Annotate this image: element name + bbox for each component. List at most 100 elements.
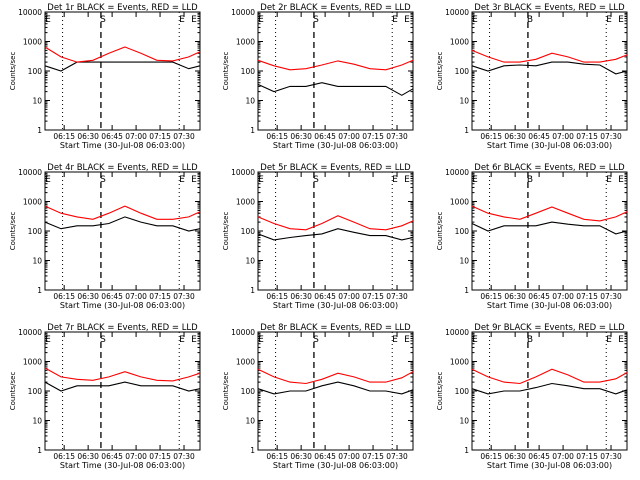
marker-label: S [100, 335, 106, 345]
x-tick-label: 07:15 [149, 132, 171, 141]
y-tick-label: 1000 [23, 358, 42, 367]
y-tick-label: 100 [455, 227, 470, 236]
plot-frame [471, 171, 628, 291]
y-tick-label: 10 [32, 257, 42, 266]
events-series-line [257, 228, 414, 241]
x-tick-label: 07:15 [362, 132, 384, 141]
marker-label: E [191, 335, 197, 345]
marker-label: E [45, 335, 51, 345]
marker-label: E [606, 335, 612, 345]
y-tick-label: 1000 [23, 198, 42, 207]
lld-series-line [44, 367, 201, 382]
x-tick-label: 07:30 [386, 292, 408, 301]
marker-label: E [258, 335, 264, 345]
x-tick-label: 07:30 [173, 452, 195, 461]
marker-label: B [527, 15, 533, 25]
y-tick-label: 1000 [450, 358, 469, 367]
x-tick-label: 06:30 [504, 452, 526, 461]
marker-label: E [618, 175, 624, 185]
y-tick-label: 1000 [23, 38, 42, 47]
marker-label: E [404, 335, 410, 345]
x-tick-label: 07:00 [552, 292, 574, 301]
chart-title: Det 4r BLACK = Events, RED = LLD [47, 163, 198, 173]
chart-panel: Det 2r BLACK = Events, RED = LLD 1 10 100 10… [222, 3, 414, 150]
x-tick-label: 06:45 [314, 292, 336, 301]
x-tick-label: 07:30 [600, 452, 622, 461]
x-tick-label: 07:30 [600, 132, 622, 141]
x-tick-label: 06:15 [266, 452, 288, 461]
y-tick-label: 1 [37, 126, 42, 135]
y-tick-label: 10000 [18, 168, 42, 177]
y-tick-label: 10 [32, 417, 42, 426]
y-tick-label: 10 [459, 417, 469, 426]
plot-frame [257, 11, 414, 131]
plot-frame [471, 11, 628, 131]
x-tick-label: 06:45 [101, 292, 123, 301]
y-axis-label: Counts/sec [436, 212, 444, 251]
lld-series-line [471, 205, 628, 222]
x-tick-label: 06:45 [101, 132, 123, 141]
y-tick-label: 1 [37, 286, 42, 295]
x-tick-label: 06:45 [528, 292, 550, 301]
y-tick-label: 1000 [236, 358, 255, 367]
chart-panel: Det 7r BLACK = Events, RED = LLD 1 10 100 10… [9, 323, 201, 470]
x-axis-label: Start Time (30-Jul-08 06:03:00) [273, 301, 398, 310]
y-tick-label: 100 [241, 387, 256, 396]
chart-title: Det 7r BLACK = Events, RED = LLD [47, 323, 198, 333]
x-tick-label: 06:30 [504, 132, 526, 141]
x-tick-label: 07:00 [125, 292, 147, 301]
marker-label: E [392, 335, 398, 345]
y-tick-label: 10000 [18, 8, 42, 17]
marker-label: E [404, 175, 410, 185]
x-tick-label: 06:45 [314, 452, 336, 461]
y-axis-label: Counts/sec [436, 372, 444, 411]
chart-title: Det 2r BLACK = Events, RED = LLD [260, 3, 411, 13]
x-axis-label: Start Time (30-Jul-08 06:03:00) [60, 301, 185, 310]
marker-label: S [100, 15, 106, 25]
y-tick-label: 10000 [18, 328, 42, 337]
plot-frame [257, 331, 414, 451]
marker-label: E [392, 175, 398, 185]
events-series-line [44, 61, 201, 72]
marker-label: E [191, 175, 197, 185]
plot-frame [257, 171, 414, 291]
lld-series-line [44, 205, 201, 220]
x-tick-label: 06:45 [314, 132, 336, 141]
y-tick-label: 100 [28, 67, 43, 76]
y-tick-label: 10000 [231, 8, 255, 17]
x-tick-label: 06:15 [480, 452, 502, 461]
y-tick-label: 1000 [450, 198, 469, 207]
x-tick-label: 06:30 [504, 292, 526, 301]
x-tick-label: 06:30 [290, 452, 312, 461]
marker-label: E [404, 15, 410, 25]
y-tick-label: 1000 [450, 38, 469, 47]
y-axis-label: Counts/sec [9, 372, 17, 411]
x-tick-label: 06:15 [480, 292, 502, 301]
x-tick-label: 06:15 [53, 452, 75, 461]
x-axis-label: Start Time (30-Jul-08 06:03:00) [487, 301, 612, 310]
y-tick-label: 10000 [231, 168, 255, 177]
chart-title: Det 5r BLACK = Events, RED = LLD [260, 163, 411, 173]
events-series-line [44, 216, 201, 232]
y-axis-label: Counts/sec [436, 52, 444, 91]
y-tick-label: 1000 [236, 38, 255, 47]
y-tick-label: 10 [245, 417, 255, 426]
events-series-line [471, 382, 628, 395]
lld-series-line [44, 46, 201, 63]
chart-panel: Det 3r BLACK = Events, RED = LLD 1 10 100 10… [436, 3, 628, 150]
marker-label: E [472, 15, 478, 25]
x-tick-label: 07:30 [173, 292, 195, 301]
x-tick-label: 07:00 [338, 452, 360, 461]
x-tick-label: 07:15 [149, 452, 171, 461]
marker-label: E [618, 15, 624, 25]
x-tick-label: 07:30 [600, 292, 622, 301]
x-tick-label: 07:15 [576, 452, 598, 461]
y-tick-label: 10 [459, 97, 469, 106]
marker-label: E [179, 335, 185, 345]
y-tick-label: 1 [37, 446, 42, 455]
y-tick-label: 1 [250, 286, 255, 295]
events-series-line [471, 221, 628, 235]
x-axis-label: Start Time (30-Jul-08 06:03:00) [487, 461, 612, 470]
chart-panel: Det 5r BLACK = Events, RED = LLD 1 10 100 10… [222, 163, 414, 310]
lld-series-line [471, 49, 628, 63]
